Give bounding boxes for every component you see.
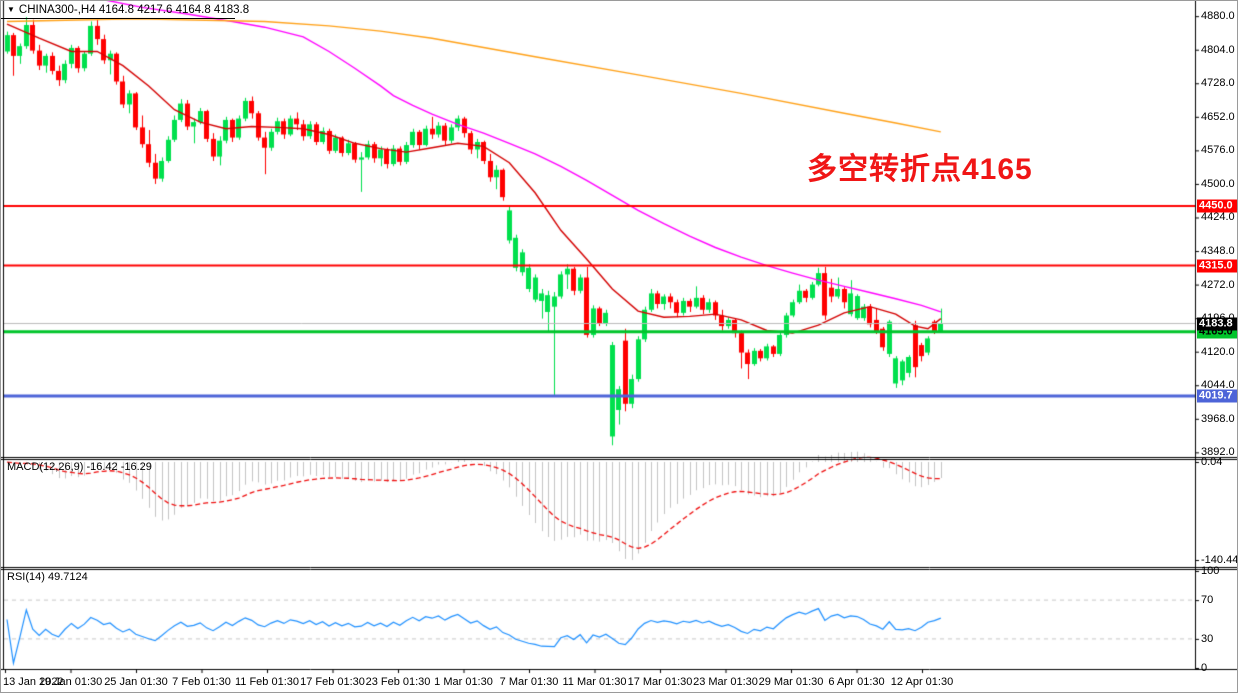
level-badge-4315.0: 4315.0 [1197, 259, 1237, 273]
price-tick-4652.0: 4652.0 [1201, 110, 1235, 123]
time-label-1: 13 Jan 2022 [3, 676, 64, 688]
rsi-axis-70: 70 [1201, 594, 1214, 607]
time-label-15: 12 Apr 01:30 [890, 676, 954, 688]
symbol-dropdown-icon[interactable]: ▼ [7, 5, 15, 14]
macd-axis-max: 0.04 [1201, 456, 1223, 468]
rsi-header: RSI(14) 49.7124 [7, 571, 88, 583]
time-label-11: 17 Mar 01:30 [627, 676, 693, 688]
price-tick-4500.0: 4500.0 [1201, 177, 1235, 190]
price-tick-4880.0: 4880.0 [1201, 10, 1235, 23]
symbol-name: CHINA300-,H4 [18, 4, 96, 16]
price-tick-3892.0: 3892.0 [1201, 446, 1235, 459]
title-underline [1, 18, 235, 19]
price-tick-3968.0: 3968.0 [1201, 412, 1235, 425]
time-label-13: 29 Mar 01:30 [758, 676, 824, 688]
current-price-badge: 4183.8 [1197, 317, 1237, 331]
annotation-text: 多空转折点4165 [807, 153, 1033, 186]
time-label-12: 23 Mar 01:30 [693, 676, 758, 688]
price-tick-4120.0: 4120.0 [1201, 345, 1235, 358]
rsi-axis-100: 100 [1201, 565, 1220, 577]
time-label-9: 7 Mar 01:30 [499, 676, 559, 688]
time-label-3: 25 Jan 01:30 [104, 676, 168, 688]
time-label-5: 11 Feb 01:30 [234, 676, 300, 688]
time-label-2: 19 Jan 01:30 [38, 676, 103, 688]
price-tick-4044.0: 4044.0 [1201, 379, 1235, 392]
price-tick-4272.0: 4272.0 [1201, 278, 1235, 291]
macd-axis-min: -140.44 [1201, 554, 1238, 566]
price-tick-4576.0: 4576.0 [1201, 144, 1235, 157]
time-label-4: 7 Feb 01:30 [172, 676, 231, 688]
price-tick-4804.0: 4804.0 [1201, 43, 1235, 56]
time-label-14: 6 Apr 01:30 [828, 676, 885, 688]
macd-header: MACD(12,26,9) -16.42 -16.29 [7, 461, 152, 473]
symbol-title[interactable]: ▼ CHINA300-,H4 4164.8 4217.6 4164.8 4183.… [7, 4, 249, 17]
price-tick-4348.0: 4348.0 [1201, 245, 1235, 258]
rsi-axis-30: 30 [1201, 632, 1214, 645]
time-label-8: 1 Mar 01:30 [434, 676, 493, 688]
time-label-6: 17 Feb 01:30 [300, 676, 365, 688]
ohlc-readout: 4164.8 4217.6 4164.8 4183.8 [98, 4, 250, 16]
time-label-7: 23 Feb 01:30 [365, 676, 431, 688]
rsi-axis-0: 0 [1201, 662, 1208, 674]
time-label-10: 11 Mar 01:30 [562, 676, 627, 688]
level-badge-4019.7: 4019.7 [1197, 389, 1237, 403]
price-tick-4424.0: 4424.0 [1201, 211, 1235, 224]
price-tick-4728.0: 4728.0 [1201, 77, 1235, 90]
level-badge-4450.0: 4450.0 [1197, 199, 1237, 213]
